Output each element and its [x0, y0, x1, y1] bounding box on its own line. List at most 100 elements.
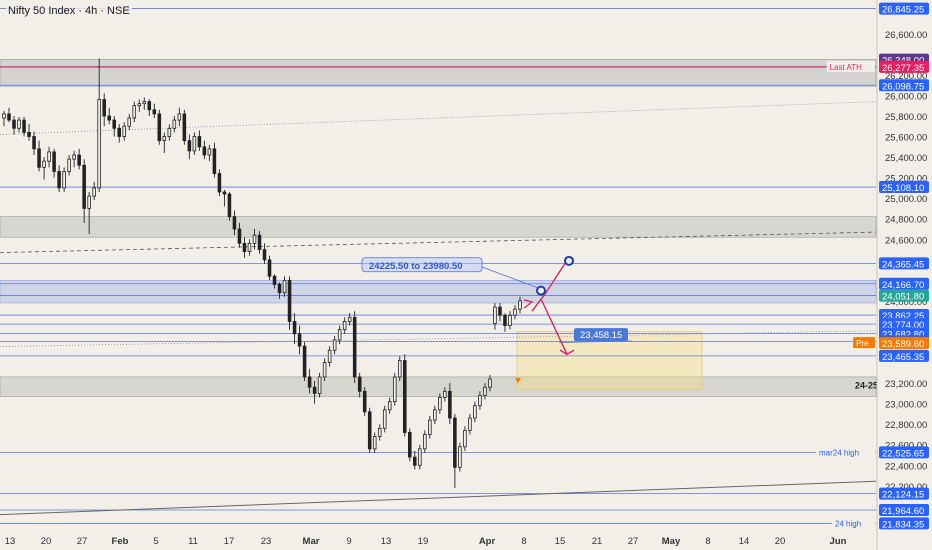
- candle-body: [67, 158, 71, 172]
- price-level-label: 22,525.65: [882, 448, 924, 459]
- time-tick: 13: [5, 536, 16, 547]
- candle-body: [387, 401, 392, 411]
- candle-body: [152, 109, 157, 115]
- bear-arrow: [540, 298, 568, 355]
- candle-body: [147, 101, 152, 111]
- time-tick: Jun: [830, 536, 847, 547]
- candle-body: [518, 300, 522, 310]
- time-tick: Apr: [479, 536, 496, 547]
- candle-body: [37, 148, 41, 168]
- time-tick: 13: [381, 536, 392, 547]
- candle-body: [297, 333, 302, 347]
- candle-body: [32, 136, 36, 150]
- resistance-zone: [0, 216, 877, 238]
- candle-body: [438, 397, 442, 411]
- price-level-label-bg: [879, 277, 929, 290]
- target-circle: [564, 255, 574, 266]
- candle-body: [408, 432, 412, 458]
- candle-body: [382, 409, 387, 429]
- candle-body: [312, 386, 317, 394]
- candle-body: [102, 99, 106, 117]
- level-note-bg: [826, 60, 875, 72]
- candle-body: [77, 154, 81, 166]
- candle-body: [207, 148, 212, 156]
- candle-body: [367, 411, 372, 450]
- candle-body: [2, 113, 6, 119]
- price-axis[interactable]: 22,200.00 22,400.00 22,600.00 22,800.00 23,0…: [876, 0, 932, 550]
- price-level-label: 23,589.60: [882, 339, 924, 350]
- candle-body: [392, 376, 397, 402]
- zigzag: [523, 299, 534, 309]
- price-level-label: 23,862.25: [882, 311, 924, 322]
- candle-body: [377, 427, 382, 437]
- target-label-bg: [574, 328, 628, 342]
- candle-body: [222, 191, 227, 195]
- price-level-label-bg: [879, 257, 929, 270]
- ath-zone: [0, 59, 877, 87]
- candle-body: [397, 360, 402, 378]
- time-tick: 11: [188, 536, 198, 547]
- price-level-label: 25,108.10: [882, 183, 924, 194]
- candle-body: [107, 115, 111, 121]
- price-level-label-bg: [879, 79, 929, 92]
- level-lines-layer: [0, 8, 877, 524]
- time-tick: 8: [521, 536, 526, 547]
- candle-body: [327, 349, 332, 363]
- price-level-label-bg: [879, 349, 929, 362]
- price-level-label-bg: [879, 446, 929, 459]
- level-note-bg: [853, 337, 875, 349]
- candle-body: [352, 316, 357, 378]
- chart-title: Nifty 50 Index · 4h · NSE: [6, 4, 132, 18]
- price-level-label: 22,124.15: [882, 490, 924, 501]
- price-tick: 24,000.00: [885, 297, 927, 308]
- candle-body: [42, 160, 46, 168]
- candle-body: [12, 119, 16, 129]
- candle-body: [337, 329, 342, 341]
- price-tick: 25,000.00: [885, 194, 927, 205]
- candle-body: [177, 113, 182, 121]
- candles-layer: [2, 58, 522, 488]
- supply-zone: [0, 280, 877, 304]
- candle-body: [22, 119, 26, 133]
- candle-body: [347, 316, 352, 322]
- candle-body: [488, 378, 492, 388]
- candle-body: [142, 101, 147, 105]
- candle-body: [493, 306, 497, 324]
- price-level-label-bg: [879, 337, 929, 350]
- price-tick: 23,200.00: [885, 379, 927, 390]
- candle-body: [87, 195, 91, 209]
- candle-body: [217, 173, 222, 193]
- trend-line-upper: [0, 101, 877, 135]
- candle-body: [443, 390, 447, 398]
- price-tick: 24,600.00: [885, 235, 927, 246]
- candle-body: [272, 275, 277, 285]
- candle-body: [453, 417, 457, 468]
- price-level-label: 24,051.80: [882, 292, 924, 303]
- candle-body: [212, 148, 217, 174]
- candle-body: [287, 279, 292, 322]
- price-tick: 26,000.00: [885, 91, 927, 102]
- candle-body: [413, 456, 417, 466]
- candle-body: [117, 127, 122, 137]
- candle-body: [182, 113, 187, 142]
- price-level-label-bg: [879, 289, 929, 302]
- time-tick: 27: [77, 536, 88, 547]
- candle-body: [227, 193, 232, 218]
- price-level-label: 23,465.35: [882, 352, 924, 363]
- candle-body: [402, 360, 407, 433]
- candle-body: [418, 448, 422, 466]
- candle-body: [267, 259, 272, 277]
- level-note: Pre: [856, 339, 869, 348]
- candle-body: [92, 187, 96, 197]
- candle-body: [202, 146, 207, 156]
- candle-body: [192, 136, 197, 152]
- trend-line-mid: [0, 330, 877, 348]
- zone-label: 24-25: [855, 381, 878, 391]
- time-axis[interactable]: 13 20 27 Feb 5 11 17 23 Mar 9 13 19 Apr 8 15 21 27 May 8 14…: [5, 536, 847, 547]
- time-tick: 8: [705, 536, 710, 547]
- time-tick: 27: [628, 536, 639, 547]
- candle-body: [137, 103, 142, 107]
- candle-body: [307, 376, 312, 388]
